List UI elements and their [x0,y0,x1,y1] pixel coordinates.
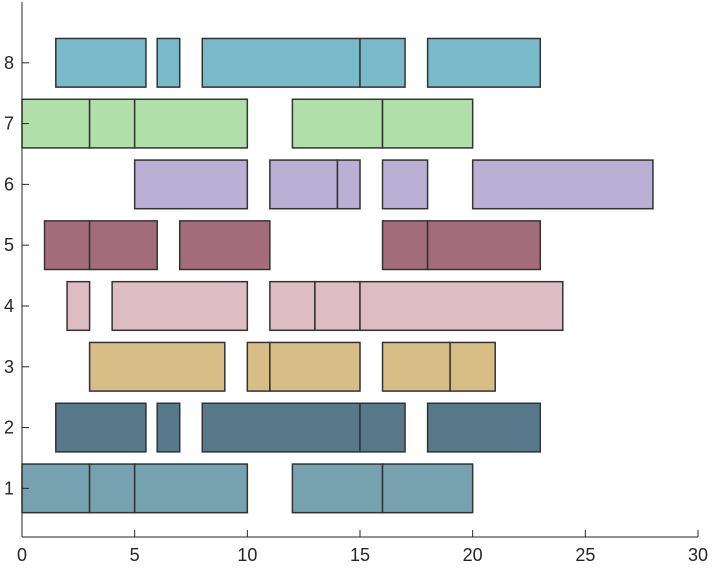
bar-segment-row7-1 [21,98,91,149]
bar-segment-row1-2 [88,463,136,514]
x-tick-label-25: 25 [575,545,595,565]
x-tick-label-10: 10 [237,545,257,565]
bar-segment-row1-4 [291,463,384,514]
y-tick-label-4: 4 [4,296,14,316]
bar-segment-row2-4 [359,402,406,453]
bar-segment-row5-2 [88,220,158,271]
bar-segment-row8-2 [156,37,181,88]
x-tick-label-30: 30 [688,545,708,565]
y-tick-label-6: 6 [4,174,14,194]
y-tick-label-7: 7 [4,114,14,134]
bar-segment-row7-2 [88,98,136,149]
bar-segment-row3-2 [246,341,271,392]
bar-segment-row4-2 [111,280,249,332]
bar-segment-row8-5 [426,37,542,88]
bar-segment-row7-3 [133,98,249,149]
bar-segment-row2-3 [201,402,361,453]
bar-segment-row4-5 [359,280,564,332]
bar-segment-row3-3 [269,341,361,392]
bar-segment-row3-5 [449,341,496,392]
bar-segment-row3-4 [381,341,451,392]
bar-segment-row4-1 [66,280,91,332]
x-tick-label-15: 15 [350,545,370,565]
bar-segment-row1-3 [133,463,249,514]
bar-segment-row1-5 [381,463,474,514]
bar-segment-row5-5 [426,220,542,271]
bar-segment-row2-1 [55,402,147,453]
bar-segment-row5-3 [178,220,271,271]
y-tick-label-5: 5 [4,235,14,255]
bar-segment-row2-5 [426,402,542,453]
y-tick-label-8: 8 [4,53,14,73]
bar-segment-row4-4 [314,280,361,332]
bar-segment-row6-4 [381,159,429,210]
bar-segment-row5-4 [381,220,429,271]
bar-segment-row2-2 [156,402,181,453]
bar-segment-row5-1 [43,220,91,271]
x-tick-label-5: 5 [130,545,140,565]
x-tick-label-0: 0 [17,545,27,565]
y-tick-label-3: 3 [4,357,14,377]
axes-layer: 0 5 10 15 20 25 30 1 2 3 4 5 6 7 8 [4,2,708,565]
bar-segment-row6-5 [471,159,654,210]
bar-layer [21,37,654,514]
bar-segment-row6-2 [269,159,339,210]
y-tick-label-2: 2 [4,418,14,438]
bar-segment-row4-3 [269,280,316,332]
bar-segment-row7-4 [291,98,384,149]
x-tick-label-20: 20 [463,545,483,565]
bar-segment-row1-1 [21,463,91,514]
bar-segment-row3-1 [88,341,226,392]
bar-segment-row8-1 [55,37,147,88]
bar-segment-row8-3 [201,37,361,88]
bar-segment-row7-5 [381,98,474,149]
bar-segment-row6-3 [336,159,361,210]
bar-segment-row6-1 [133,159,249,210]
y-tick-label-1: 1 [4,478,14,498]
bar-segment-row8-4 [359,37,406,88]
